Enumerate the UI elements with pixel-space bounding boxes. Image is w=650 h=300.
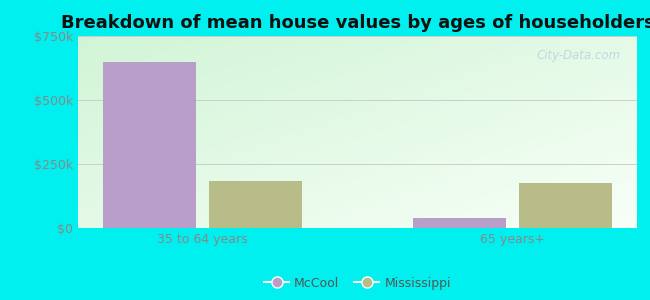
Bar xyxy=(413,218,506,228)
Bar xyxy=(209,181,302,228)
Text: City-Data.com: City-Data.com xyxy=(536,50,620,62)
Bar xyxy=(103,61,196,228)
Legend: McCool, Mississippi: McCool, Mississippi xyxy=(259,272,456,295)
Title: Breakdown of mean house values by ages of householders: Breakdown of mean house values by ages o… xyxy=(60,14,650,32)
Bar xyxy=(519,183,612,228)
